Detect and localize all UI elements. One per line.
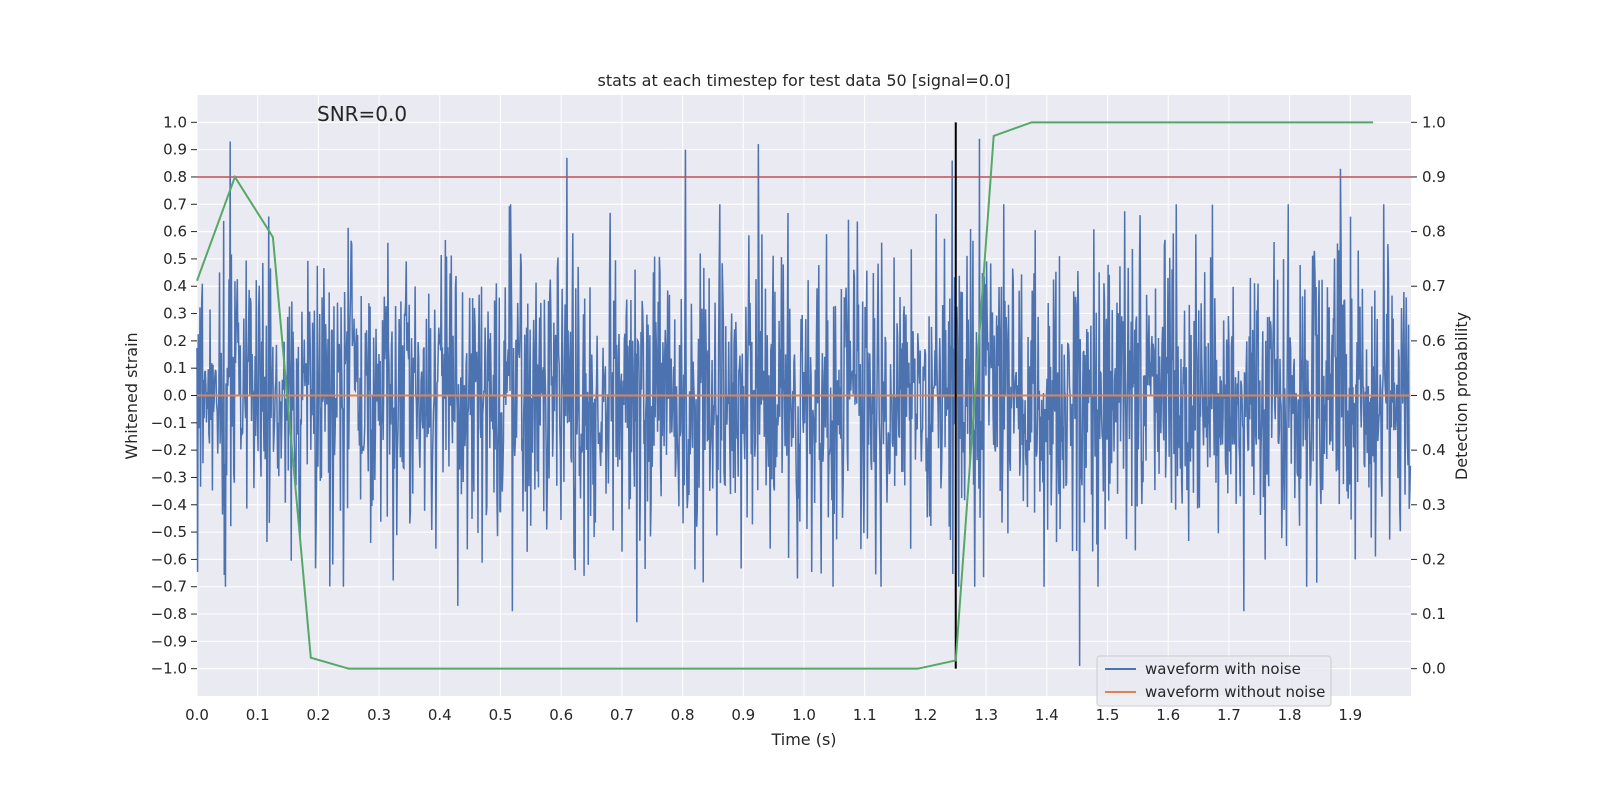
x-axis-label: Time (s) (770, 730, 836, 749)
y-tick-label: 0.0 (163, 387, 187, 405)
y-axis-label: Whitened strain (122, 332, 141, 459)
y-tick-label: −0.7 (151, 578, 187, 596)
chart-title: stats at each timestep for test data 50 … (598, 71, 1011, 90)
y-tick-label: 0.7 (163, 195, 187, 213)
y2-tick-label: 0.3 (1422, 496, 1446, 514)
y-tick-label: −0.5 (151, 523, 187, 541)
y-tick-label: 0.6 (163, 223, 187, 241)
y-tick-label: −0.4 (151, 496, 187, 514)
x-tick-label: 0.3 (367, 706, 391, 724)
legend: waveform with noise waveform without noi… (1096, 655, 1332, 707)
x-tick-label: 1.5 (1096, 706, 1120, 724)
y-tick-label: 0.8 (163, 168, 187, 186)
x-tick-label: 1.6 (1156, 706, 1180, 724)
y2-tick-label: 0.9 (1422, 168, 1446, 186)
x-tick-label: 0.5 (489, 706, 513, 724)
x-tick-label: 1.9 (1338, 706, 1362, 724)
legend-box (1096, 655, 1332, 707)
y2-tick-label: 0.1 (1422, 605, 1446, 623)
y2-tick-label: 0.8 (1422, 223, 1446, 241)
y-tick-label: −0.1 (151, 414, 187, 432)
y2-tick-label: 0.7 (1422, 277, 1446, 295)
x-tick-label: 0.9 (731, 706, 755, 724)
x-tick-label: 0.0 (185, 706, 209, 724)
x-tick-label: 1.8 (1278, 706, 1302, 724)
y-tick-label: 0.9 (163, 141, 187, 159)
y2-tick-label: 1.0 (1422, 113, 1446, 131)
x-tick-label: 0.1 (246, 706, 270, 724)
x-tick-label: 1.0 (792, 706, 816, 724)
y-tick-label: 0.1 (163, 359, 187, 377)
y-tick-label: −1.0 (151, 660, 187, 678)
x-tick-label: 1.3 (974, 706, 998, 724)
x-tick-label: 0.2 (306, 706, 330, 724)
x-tick-label: 0.6 (549, 706, 573, 724)
snr-annotation: SNR=0.0 (317, 102, 407, 126)
legend-label-clean: waveform without noise (1145, 683, 1325, 701)
plot-area (196, 121, 1412, 670)
y-tick-label: −0.9 (151, 632, 187, 650)
y2-axis-label: Detection probability (1452, 312, 1471, 480)
y2-tick-label: 0.5 (1422, 387, 1446, 405)
x-tick-label: 0.7 (610, 706, 634, 724)
y2-tick-label: 0.2 (1422, 550, 1446, 568)
y-tick-label: −0.3 (151, 468, 187, 486)
x-tick-label: 1.7 (1217, 706, 1241, 724)
x-tick-label: 1.1 (853, 706, 877, 724)
series-detection-probability (196, 121, 1374, 670)
y-tick-label: −0.8 (151, 605, 187, 623)
x-tick-label: 1.4 (1035, 706, 1059, 724)
y-tick-label: 0.3 (163, 305, 187, 323)
series-waveform-with-noise (196, 138, 1412, 666)
x-tick-label: 1.2 (913, 706, 937, 724)
y-tick-label: −0.2 (151, 441, 187, 459)
x-tick-label: 0.8 (671, 706, 695, 724)
y-tick-label: 0.2 (163, 332, 187, 350)
y2-tick-label: 0.0 (1422, 660, 1446, 678)
y2-axis-ticks: 1.0 0.9 0.8 0.7 0.6 0.5 0.4 0.3 0.2 0.1 0.0 (1411, 113, 1446, 678)
y2-tick-label: 0.6 (1422, 332, 1446, 350)
y-tick-label: 1.0 (163, 113, 187, 131)
x-axis-ticks: 0.0 0.1 0.2 0.3 0.4 0.5 0.6 0.7 0.8 0.9 1.0 1.1 1.2 1… (185, 706, 1362, 724)
y2-tick-label: 0.4 (1422, 441, 1446, 459)
y-tick-label: 0.4 (163, 277, 187, 295)
legend-label-noisy: waveform with noise (1145, 660, 1301, 678)
y-axis-ticks: 1.0 0.9 0.8 0.7 0.6 0.5 0.4 0.3 0.2 0.1 0.0 −0.1 −0.… (151, 113, 197, 678)
y-tick-label: 0.5 (163, 250, 187, 268)
y-tick-label: −0.6 (151, 550, 187, 568)
x-tick-label: 0.4 (428, 706, 452, 724)
